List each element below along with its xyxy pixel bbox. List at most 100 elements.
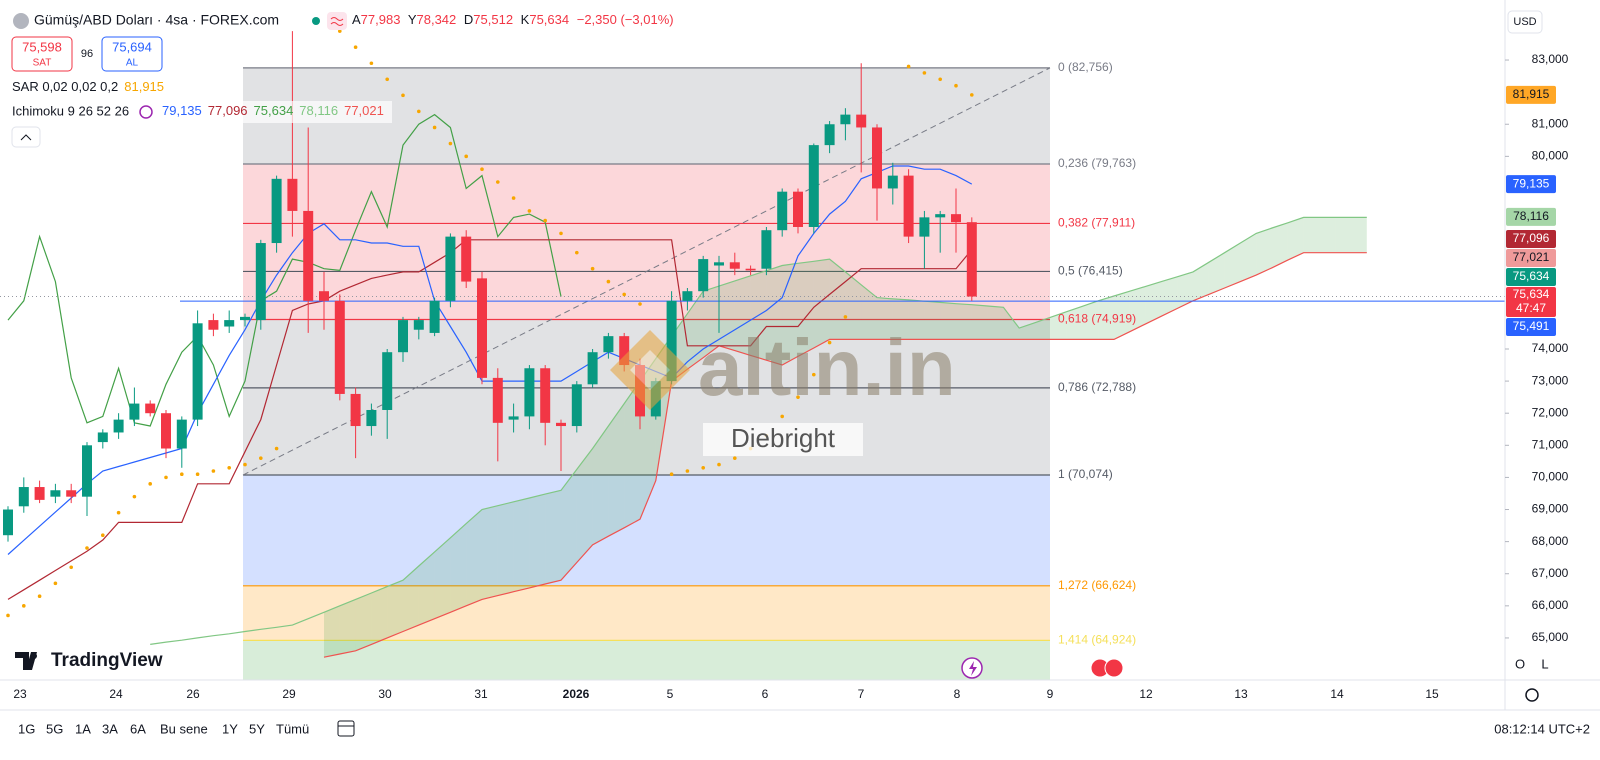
cloud-fill — [1082, 300, 1099, 340]
goto-date-icon[interactable] — [337, 720, 355, 737]
sar-dot — [906, 64, 911, 69]
candle-body — [824, 124, 835, 146]
candle-body — [334, 300, 345, 394]
flag-icon[interactable] — [1104, 658, 1124, 678]
watermark-logo — [610, 330, 690, 410]
cloud-fill — [561, 469, 577, 581]
cloud-fill — [324, 605, 340, 658]
cloud-fill — [1287, 217, 1304, 261]
fib-zone — [243, 640, 1050, 680]
price-badge-label: 78,116 — [1513, 209, 1549, 223]
candle-body — [935, 214, 946, 218]
price-badge-label: 77,021 — [1513, 250, 1550, 264]
cloud-fill — [1303, 217, 1320, 253]
ichimoku-reading: 77,021 — [344, 103, 384, 118]
sell-price: 75,598 — [22, 39, 62, 54]
clock[interactable]: 08:12:14 UTC+2 — [1494, 721, 1590, 736]
range-button[interactable]: 1Y — [222, 721, 238, 736]
y-tick-label: 68,000 — [1532, 534, 1569, 548]
sar-legend[interactable]: SAR 0,02 0,02 0,2 81,915 — [12, 79, 164, 94]
x-tick-label: 7 — [858, 687, 865, 701]
cloud-fill — [624, 381, 640, 528]
range-button[interactable]: 5Y — [249, 721, 265, 736]
y-tick-label: 71,000 — [1532, 437, 1569, 451]
range-button[interactable]: 3A — [102, 721, 118, 736]
sar-dot — [274, 446, 279, 451]
sar-dot — [6, 613, 10, 618]
candle-body — [161, 413, 171, 449]
sar-dot — [970, 93, 974, 97]
sar-dot — [180, 472, 184, 477]
cloud-fill — [1193, 262, 1209, 301]
candle-body — [319, 291, 329, 301]
x-tick-label: 2026 — [563, 687, 590, 701]
settings-icon[interactable] — [1525, 688, 1539, 702]
watermark-logo-inner — [630, 350, 670, 390]
sar-dot — [527, 209, 532, 213]
candle-body — [66, 490, 77, 497]
price-badge — [1506, 207, 1556, 226]
range-button[interactable]: Tümü — [276, 721, 309, 736]
range-button[interactable]: Bu sene — [160, 721, 208, 736]
cloud-fill — [1066, 306, 1083, 340]
fib-zone — [243, 271, 1050, 320]
range-button[interactable]: 1A — [75, 721, 91, 736]
sar-label: SAR 0,02 0,02 0,2 — [12, 79, 118, 94]
candle-body — [34, 487, 45, 500]
ohlc-label: A — [352, 12, 361, 27]
candle-body — [50, 490, 61, 497]
candle-body — [745, 268, 756, 271]
candle-body — [808, 145, 819, 227]
sar-dot — [559, 231, 563, 236]
candle-body — [666, 300, 677, 382]
cloud-fill — [703, 286, 719, 358]
candle-body — [82, 445, 92, 497]
candle-body — [508, 416, 519, 420]
scale-button[interactable]: L — [1541, 656, 1548, 671]
candle-body — [3, 509, 13, 536]
ichimoku-label[interactable]: Ichimoku 9 26 52 26 — [12, 103, 129, 118]
candle-body — [303, 210, 314, 301]
fib-zone — [243, 585, 1050, 641]
sar-dot — [369, 61, 374, 66]
sar-dot — [448, 141, 453, 146]
sell-button[interactable] — [11, 36, 73, 72]
candle-body — [903, 175, 914, 237]
range-button[interactable]: 5G — [46, 721, 63, 736]
currency-button[interactable] — [1507, 10, 1543, 34]
symbol-title[interactable]: Gümüş/ABD Doları · 4sa · FOREX.com — [34, 12, 279, 28]
tradingview-logo: TradingView — [15, 650, 163, 671]
collapse-chevron — [20, 134, 32, 141]
sar-dot — [417, 109, 421, 114]
cloud-fill — [529, 494, 546, 588]
scale-button[interactable]: O — [1515, 656, 1525, 671]
data-icon[interactable] — [327, 12, 347, 30]
candle-body — [951, 214, 961, 223]
candle-body — [240, 316, 250, 321]
sar-dot — [464, 154, 469, 159]
ohlc-change: −2,350 (−3,01%) — [577, 12, 674, 27]
sar-dot — [717, 462, 721, 467]
buy-button[interactable] — [101, 36, 163, 72]
collapse-button[interactable] — [11, 126, 41, 148]
cloud-fill — [908, 299, 925, 340]
cloud-fill — [592, 426, 609, 545]
sar-dot — [922, 71, 927, 75]
cloud-fill — [355, 592, 372, 651]
sar-dot — [701, 465, 705, 470]
cloud-fill — [956, 303, 972, 340]
candle-body — [429, 300, 440, 333]
ichimoku-icon[interactable] — [139, 105, 153, 119]
cloud-fill — [845, 271, 862, 340]
ichimoku-reading: 78,116 — [299, 103, 338, 118]
fib-trend — [242, 67, 1051, 476]
candle-body — [113, 419, 124, 433]
cloud-fill — [1050, 311, 1067, 340]
range-button[interactable]: 6A — [130, 721, 146, 736]
cloud-fill — [861, 284, 877, 340]
sar-dot — [638, 302, 642, 306]
y-tick-label: 72,000 — [1532, 405, 1569, 419]
range-button[interactable]: 1G — [18, 721, 35, 736]
candle-body — [587, 352, 598, 385]
sar-dot — [385, 77, 390, 82]
